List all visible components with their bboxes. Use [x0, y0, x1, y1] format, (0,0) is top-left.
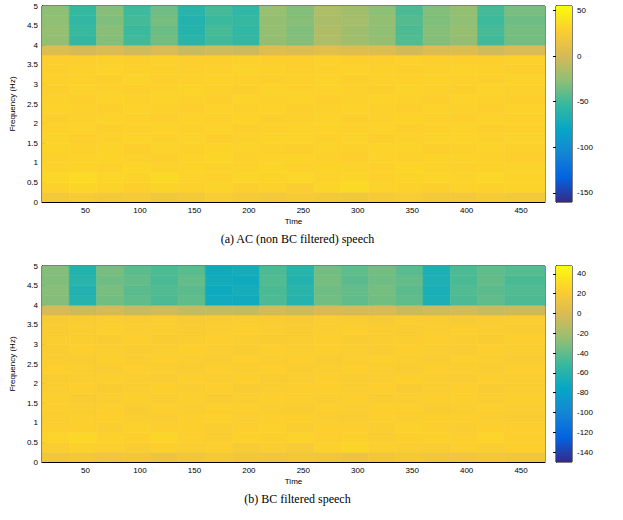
svg-text:50: 50	[577, 6, 586, 15]
svg-text:Time: Time	[285, 217, 303, 226]
svg-text:(a) AC (non BC filtered) speec: (a) AC (non BC filtered) speech	[221, 232, 375, 246]
svg-text:4.5: 4.5	[27, 281, 39, 290]
svg-text:3.5: 3.5	[27, 320, 39, 329]
svg-text:450: 450	[514, 206, 528, 215]
svg-text:250: 250	[297, 206, 311, 215]
svg-text:300: 300	[351, 206, 365, 215]
svg-text:0: 0	[577, 52, 582, 61]
svg-text:40: 40	[577, 269, 586, 278]
svg-text:50: 50	[81, 206, 90, 215]
svg-text:(b) BC filtered speech: (b) BC filtered speech	[244, 492, 350, 506]
svg-text:Frequency (Hz): Frequency (Hz)	[8, 76, 17, 131]
svg-text:250: 250	[297, 466, 311, 475]
svg-text:Time: Time	[285, 477, 303, 486]
svg-text:-100: -100	[577, 143, 594, 152]
svg-text:3.5: 3.5	[27, 60, 39, 69]
svg-text:-80: -80	[577, 388, 589, 397]
svg-text:0.5: 0.5	[27, 178, 39, 187]
svg-text:150: 150	[188, 466, 202, 475]
svg-text:1.5: 1.5	[27, 139, 39, 148]
svg-text:4: 4	[34, 41, 39, 50]
svg-text:200: 200	[242, 466, 256, 475]
svg-text:350: 350	[405, 466, 419, 475]
svg-text:-60: -60	[577, 368, 589, 377]
svg-text:3: 3	[34, 80, 39, 89]
svg-text:450: 450	[514, 466, 528, 475]
svg-text:100: 100	[133, 206, 147, 215]
svg-text:-100: -100	[577, 408, 594, 417]
svg-text:3: 3	[34, 340, 39, 349]
svg-text:-20: -20	[577, 329, 589, 338]
svg-text:2.5: 2.5	[27, 360, 39, 369]
svg-text:1: 1	[34, 158, 39, 167]
svg-text:50: 50	[81, 466, 90, 475]
svg-text:200: 200	[242, 206, 256, 215]
svg-text:350: 350	[405, 206, 419, 215]
svg-text:-140: -140	[577, 448, 594, 457]
svg-text:100: 100	[133, 466, 147, 475]
svg-text:2.5: 2.5	[27, 100, 39, 109]
svg-text:400: 400	[460, 206, 474, 215]
svg-text:5: 5	[34, 2, 39, 11]
svg-text:-40: -40	[577, 349, 589, 358]
svg-text:20: 20	[577, 289, 586, 298]
svg-text:0: 0	[34, 198, 39, 207]
svg-text:2: 2	[34, 119, 39, 128]
svg-text:4.5: 4.5	[27, 21, 39, 30]
svg-text:-50: -50	[577, 97, 589, 106]
svg-text:-120: -120	[577, 428, 594, 437]
svg-text:4: 4	[34, 301, 39, 310]
svg-text:-150: -150	[577, 188, 594, 197]
svg-text:0: 0	[34, 458, 39, 467]
svg-text:1: 1	[34, 418, 39, 427]
svg-text:Frequency (Hz): Frequency (Hz)	[8, 336, 17, 391]
svg-text:5: 5	[34, 262, 39, 271]
svg-text:0: 0	[577, 309, 582, 318]
svg-text:400: 400	[460, 466, 474, 475]
svg-text:0.5: 0.5	[27, 438, 39, 447]
svg-text:2: 2	[34, 379, 39, 388]
svg-text:150: 150	[188, 206, 202, 215]
svg-text:300: 300	[351, 466, 365, 475]
svg-text:1.5: 1.5	[27, 399, 39, 408]
